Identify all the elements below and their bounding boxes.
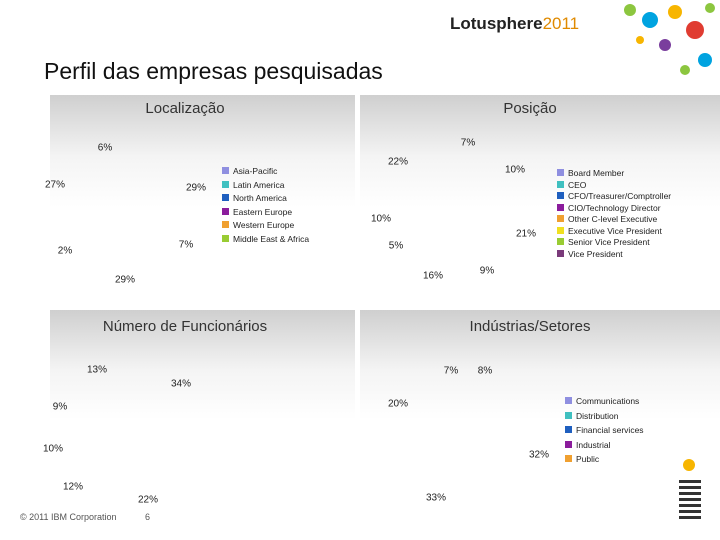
legend-swatch bbox=[222, 234, 229, 242]
legend-swatch bbox=[222, 221, 229, 228]
legend-label: Communications bbox=[576, 396, 640, 406]
legend-label: CEO bbox=[568, 179, 587, 190]
legend-label: Public bbox=[576, 454, 600, 464]
slide-title: Perfil das empresas pesquisadas bbox=[44, 58, 383, 84]
panel-bg bbox=[360, 310, 720, 510]
percent-label: 10% bbox=[504, 164, 526, 176]
legend-swatch bbox=[557, 249, 564, 257]
brand-name: Lotusphere bbox=[450, 14, 543, 33]
percent-label: 32% bbox=[528, 449, 550, 461]
panel-bg bbox=[50, 95, 355, 300]
percent-label: 8% bbox=[477, 365, 493, 377]
legend-label: Western Europe bbox=[233, 220, 295, 230]
legend-label: North America bbox=[233, 193, 287, 203]
legend-swatch bbox=[557, 238, 564, 245]
legend-swatch bbox=[557, 203, 564, 211]
legend-swatch bbox=[565, 397, 572, 404]
legend-swatch bbox=[557, 192, 564, 199]
percent-label: 33% bbox=[425, 492, 447, 504]
legend-swatch bbox=[557, 215, 564, 222]
legend-label: CIO/Technology Director bbox=[568, 202, 661, 213]
legend-label: Vice President bbox=[568, 248, 623, 259]
legend-label: Other C-level Executive bbox=[568, 214, 658, 224]
legend-swatch bbox=[565, 426, 572, 433]
percent-label: 22% bbox=[137, 494, 159, 506]
panel-title: Posição bbox=[503, 100, 557, 117]
percent-label: 20% bbox=[387, 398, 409, 410]
page-number: 6 bbox=[145, 512, 151, 522]
legend-label: Board Member bbox=[568, 168, 625, 178]
percent-label: 6% bbox=[97, 142, 113, 154]
percent-label: 12% bbox=[62, 481, 84, 493]
percent-label: 27% bbox=[44, 179, 66, 191]
percent-label: 10% bbox=[370, 213, 392, 225]
panel-bg bbox=[360, 95, 720, 300]
percent-label: 7% bbox=[178, 239, 194, 251]
panel-title: Número de Funcionários bbox=[102, 318, 268, 335]
legend-swatch bbox=[222, 194, 229, 201]
percent-label: 5% bbox=[388, 240, 404, 252]
legend-swatch bbox=[557, 180, 564, 188]
legend-label: Middle East & Africa bbox=[233, 233, 310, 244]
legend-swatch bbox=[565, 455, 572, 462]
percent-label: 21% bbox=[515, 228, 537, 240]
legend-label: Eastern Europe bbox=[233, 206, 293, 217]
panel-title: Localização bbox=[145, 100, 225, 117]
legend-label: Financial services bbox=[576, 425, 644, 435]
panel-bg bbox=[50, 310, 355, 510]
percent-label: 9% bbox=[52, 401, 68, 413]
percent-label: 29% bbox=[114, 274, 136, 286]
percent-label: 34% bbox=[170, 378, 192, 390]
legend-label: CFO/Treasurer/Comptroller bbox=[568, 191, 672, 201]
percent-label: 29% bbox=[185, 182, 207, 194]
legend-swatch bbox=[557, 169, 564, 176]
percent-label: 2% bbox=[57, 245, 73, 257]
legend-swatch bbox=[222, 167, 229, 174]
percent-label: 16% bbox=[422, 270, 444, 282]
legend-swatch bbox=[557, 226, 564, 234]
legend-swatch bbox=[565, 411, 572, 419]
ibm-logo bbox=[679, 459, 701, 519]
legend-swatch bbox=[565, 440, 572, 448]
panel-title: Indústrias/Setores bbox=[469, 318, 591, 335]
legend-label: Executive Vice President bbox=[568, 225, 662, 236]
legend-label: Senior Vice President bbox=[568, 237, 650, 247]
brand: Lotusphere2011 bbox=[450, 14, 579, 34]
percent-label: 7% bbox=[460, 137, 476, 149]
legend-label: Industrial bbox=[576, 439, 611, 450]
percent-label: 22% bbox=[387, 156, 409, 168]
percent-label: 7% bbox=[443, 365, 459, 377]
legend-swatch bbox=[222, 180, 229, 188]
legend-swatch bbox=[222, 207, 229, 215]
percent-label: 10% bbox=[42, 443, 64, 455]
legend-label: Latin America bbox=[233, 179, 285, 190]
decoration bbox=[624, 3, 715, 75]
percent-label: 9% bbox=[479, 265, 495, 277]
percent-label: 13% bbox=[86, 364, 108, 376]
brand-year: 2011 bbox=[542, 14, 580, 33]
legend-label: Distribution bbox=[576, 410, 619, 421]
legend-label: Asia-Pacific bbox=[233, 166, 278, 176]
copyright: © 2011 IBM Corporation bbox=[20, 512, 117, 522]
